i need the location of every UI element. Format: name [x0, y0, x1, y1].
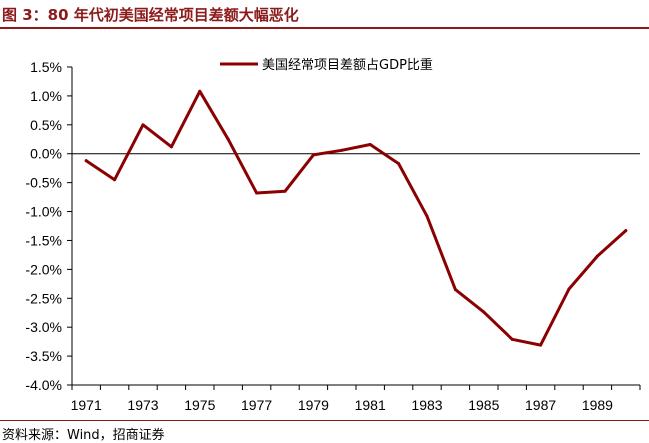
data-point [539, 343, 543, 347]
y-tick-label: -2.5% [25, 290, 62, 306]
data-point [113, 178, 117, 182]
y-tick-label: 1.0% [30, 88, 62, 104]
y-tick-label: -3.0% [25, 319, 62, 335]
y-tick-label: -1.5% [25, 232, 62, 248]
data-point [283, 189, 287, 193]
y-tick-label: -3.5% [25, 348, 62, 364]
x-tick-label: 1977 [241, 397, 272, 413]
x-axis: 1971 1973 1975 1977 1979 1981 1983 1985 1987 1989 [71, 384, 641, 413]
data-point [368, 142, 372, 146]
data-point [624, 229, 628, 233]
line-chart: 1.5% 1.0% 0.5% 0.0% -0.5% -1.0% -1.5% -2.0% -2.5… [25, 57, 641, 413]
title-rule [0, 27, 649, 29]
y-tick-label: -2.0% [25, 261, 62, 277]
data-point [84, 159, 88, 163]
x-tick-label: 1983 [411, 397, 442, 413]
data-point [453, 288, 457, 292]
data-point [425, 214, 429, 218]
data-point [595, 254, 599, 258]
data-point [510, 337, 514, 341]
data-point [141, 123, 145, 127]
x-tick-label: 1985 [468, 397, 499, 413]
data-point [198, 89, 202, 93]
data-point [226, 137, 230, 141]
x-tick-label: 1979 [298, 397, 329, 413]
y-tick-label: -0.5% [25, 175, 62, 191]
footer-rule [0, 420, 649, 421]
y-axis: 1.5% 1.0% 0.5% 0.0% -0.5% -1.0% -1.5% -2.0% -2.5… [25, 59, 640, 393]
data-point [169, 145, 173, 149]
x-tick-label: 1989 [582, 397, 613, 413]
y-tick-label: 1.5% [30, 59, 62, 75]
data-point [482, 310, 486, 314]
legend-label: 美国经常项目差额占GDP比重 [262, 57, 433, 73]
data-point [397, 162, 401, 166]
x-tick-label: 1971 [71, 397, 102, 413]
series-line [84, 89, 628, 347]
y-tick-label: -4.0% [25, 377, 62, 393]
x-tick-label: 1987 [525, 397, 556, 413]
legend: 美国经常项目差额占GDP比重 [220, 57, 433, 73]
data-point [255, 191, 259, 195]
figure-title: 图 3：80 年代初美国经常项目差额大幅恶化 [2, 6, 299, 24]
data-point [567, 287, 571, 291]
data-point [340, 148, 344, 152]
x-tick-label: 1973 [127, 397, 158, 413]
data-point [311, 153, 315, 157]
y-tick-label: 0.0% [30, 146, 62, 162]
y-tick-label: -1.0% [25, 204, 62, 220]
source-note: 资料来源：Wind，招商证券 [2, 428, 165, 443]
x-tick-label: 1975 [184, 397, 215, 413]
x-tick-label: 1981 [355, 397, 386, 413]
y-tick-label: 0.5% [30, 117, 62, 133]
series-layer [84, 89, 628, 347]
